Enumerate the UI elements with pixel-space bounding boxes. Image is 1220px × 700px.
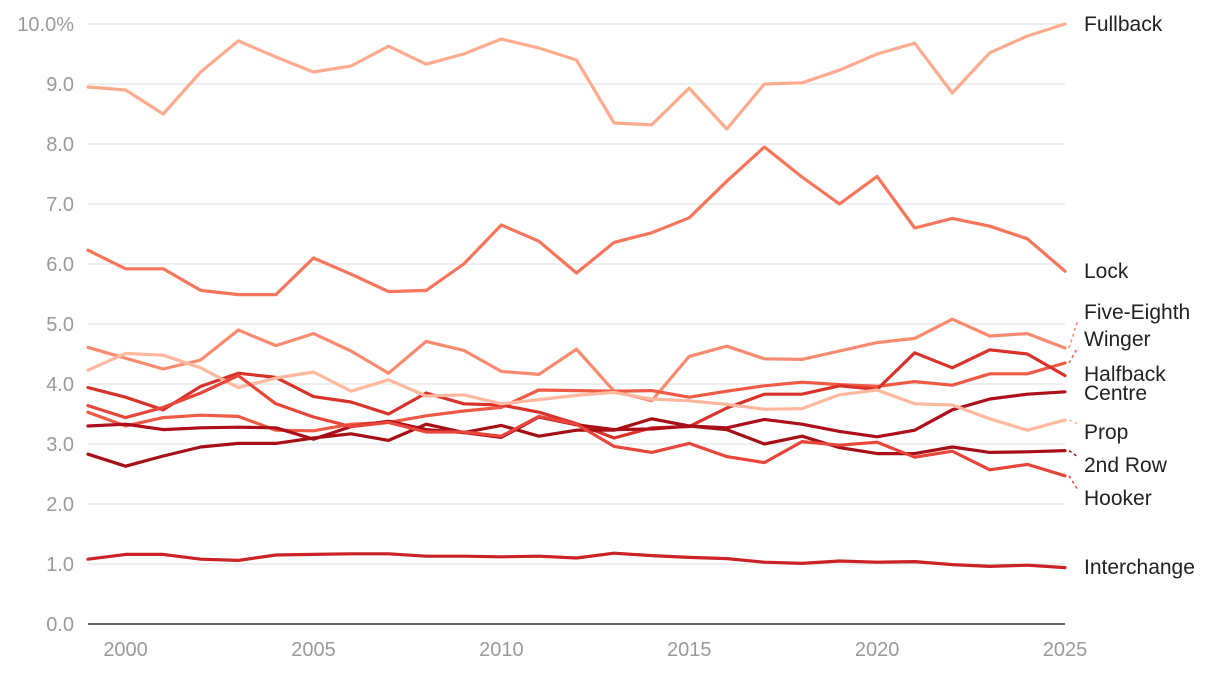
x-tick-label: 2000 [103,639,148,661]
y-tick-label: 7.0 [46,194,74,216]
leader-line-five-eighth [1068,319,1079,349]
y-tick-label: 6.0 [46,254,74,276]
series-label-fullback: Fullback [1084,13,1163,36]
series-label-centre: Centre [1084,382,1147,405]
x-tick-label: 2020 [855,639,900,661]
y-tick-label: 4.0 [46,374,74,396]
series-label-2nd-row: 2nd Row [1084,454,1168,477]
y-tick-label: 3.0 [46,434,74,456]
series-label-lock: Lock [1084,260,1129,283]
leader-line-prop [1068,419,1079,425]
series-end-labels: Fullback Lock Five-Eighth Winger HalfbackCen… [1068,13,1195,579]
y-tick-label: 1.0 [46,554,74,576]
x-axis-tick-labels: 2000 2005 2010 2015 2020 2025 [103,639,1087,661]
x-tick-label: 2010 [479,639,524,661]
y-tick-label: 5.0 [46,314,74,336]
y-tick-label: 0.0 [46,614,74,636]
series-line-fullback [86,22,1067,131]
series-label-halfback: Halfback [1084,363,1166,386]
y-tick-label: 2.0 [46,494,74,516]
series-line-interchange [86,551,1067,570]
leader-line-2nd-row [1068,449,1079,458]
y-tick-label: 8.0 [46,134,74,156]
series-line-five-eighth [86,317,1067,403]
series-label-five-eighth: Five-Eighth [1084,301,1190,324]
x-tick-label: 2015 [667,639,712,661]
y-tick-label: 10.0% [17,14,74,36]
series-line-winger [86,361,1067,433]
y-tick-label: 9.0 [46,74,74,96]
series-lines [86,22,1067,570]
series-label-winger: Winger [1084,328,1151,351]
series-label-interchange: Interchange [1084,556,1195,579]
series-line-lock [86,145,1067,297]
x-tick-label: 2025 [1043,639,1088,661]
y-axis-tick-labels: 0.0 1.0 2.0 3.0 4.0 5.0 6.0 7.0 8.0 9.0 10.0% [17,14,74,636]
leader-line-winger [1068,346,1079,364]
leader-line-hooker [1068,475,1079,491]
x-tick-label: 2005 [291,639,336,661]
series-line-hooker [86,374,1067,478]
series-label-hooker: Hooker [1084,487,1152,510]
series-label-prop: Prop [1084,421,1128,444]
